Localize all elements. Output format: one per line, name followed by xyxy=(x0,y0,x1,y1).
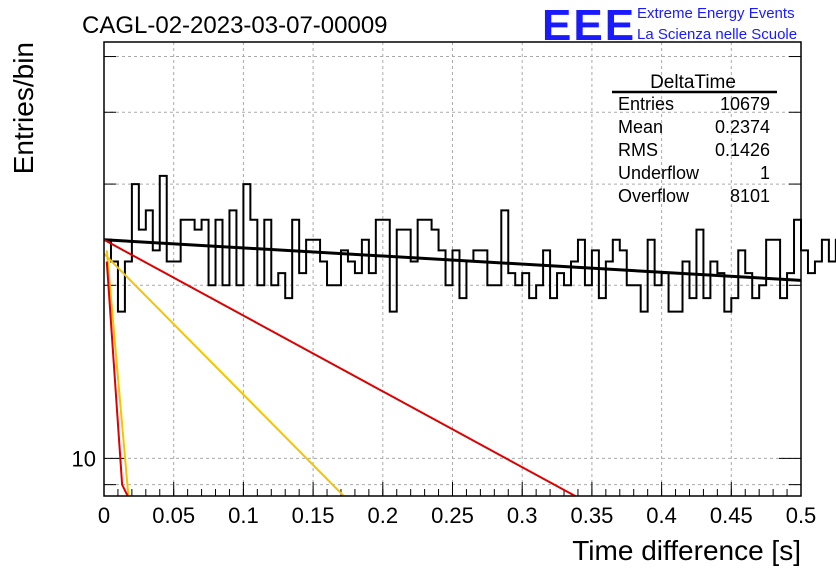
fit-line-2 xyxy=(103,252,345,497)
x-tick-label: 0.5 xyxy=(786,503,817,528)
y-tick-labels: 10 xyxy=(72,446,96,471)
x-axis-label: Time difference [s] xyxy=(572,535,801,566)
histogram-bars xyxy=(104,174,836,313)
x-tick-label: 0.45 xyxy=(710,503,753,528)
x-tick-label: 0.1 xyxy=(228,503,259,528)
fit-line-3 xyxy=(105,250,130,497)
x-tick-labels: 0 0.05 0.1 0.15 0.2 0.25 0.3 0.35 0.4 0.45 0.5 xyxy=(98,503,816,528)
fit-line-4 xyxy=(105,261,129,497)
stats-row-value: 0.1426 xyxy=(715,140,770,160)
stats-row-label: Entries xyxy=(618,94,674,114)
x-tick-label: 0.35 xyxy=(570,503,613,528)
x-tick-label: 0.2 xyxy=(368,503,399,528)
stats-row-value: 10679 xyxy=(720,94,770,114)
x-tick-label: 0.25 xyxy=(431,503,474,528)
logo-line1: Extreme Energy Events xyxy=(637,5,795,22)
stats-row-value: 8101 xyxy=(730,186,770,206)
fit-lines xyxy=(103,238,802,497)
logo-line2: La Scienza nelle Scuole xyxy=(637,26,797,43)
x-tick-label: 0.3 xyxy=(507,503,538,528)
stats-box: DeltaTime Entries 10679 Mean 0.2374 RMS 0.142… xyxy=(612,72,777,206)
stats-row-label: Overflow xyxy=(618,186,690,206)
stats-row-label: RMS xyxy=(618,140,658,160)
y-tick-label: 10 xyxy=(72,446,96,471)
fit-line-1 xyxy=(103,238,576,497)
fit-line-0 xyxy=(103,238,802,282)
x-tick-label: 0.15 xyxy=(292,503,335,528)
x-tick-label: 0 xyxy=(98,503,110,528)
stats-row-label: Underflow xyxy=(618,163,700,183)
stats-row-value: 0.2374 xyxy=(715,117,770,137)
stats-title: DeltaTime xyxy=(650,72,736,93)
chart-title: CAGL-02-2023-03-07-00009 xyxy=(82,12,388,39)
x-tick-label: 0.05 xyxy=(152,503,195,528)
eee-logo: EEE Extreme Energy Events La Scienza nel… xyxy=(542,1,797,50)
stats-row-value: 1 xyxy=(760,163,770,183)
axis-ticks xyxy=(103,56,802,496)
x-tick-label: 0.4 xyxy=(646,503,677,528)
plot-frame xyxy=(103,41,802,497)
stats-row-label: Mean xyxy=(618,117,663,137)
y-axis-label: Entries/bin xyxy=(8,42,39,174)
stats-rows: Entries 10679 Mean 0.2374 RMS 0.1426 Underflow… xyxy=(618,94,770,206)
